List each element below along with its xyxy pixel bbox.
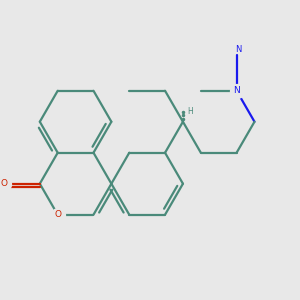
Text: O: O bbox=[54, 210, 61, 219]
Text: N: N bbox=[233, 86, 240, 95]
Text: N: N bbox=[235, 44, 241, 53]
Text: H: H bbox=[187, 107, 193, 116]
Text: O: O bbox=[1, 179, 7, 188]
